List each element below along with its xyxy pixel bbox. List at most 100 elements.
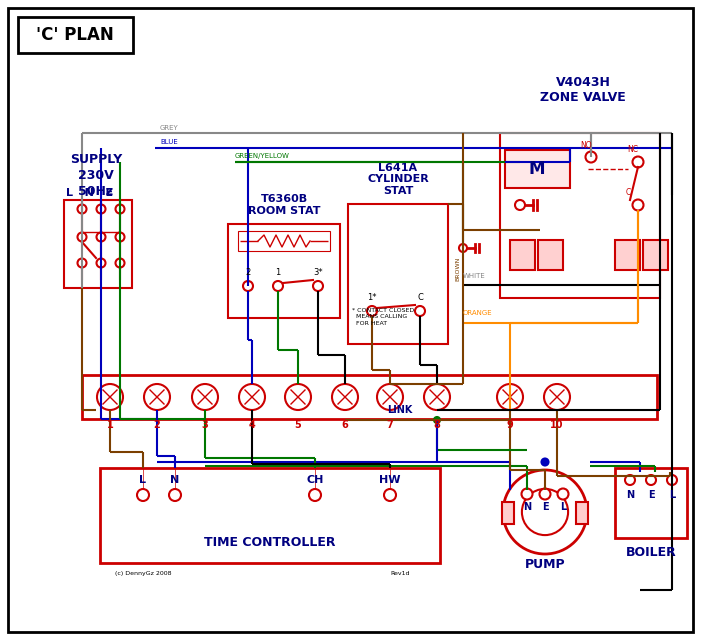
Text: WHITE: WHITE [463,273,486,279]
Circle shape [434,417,440,423]
Text: 5: 5 [295,420,301,430]
Text: E: E [542,502,548,512]
Text: L641A
CYLINDER
STAT: L641A CYLINDER STAT [367,163,429,196]
Text: GREY: GREY [160,125,179,131]
Circle shape [633,156,644,167]
Circle shape [77,233,86,242]
Bar [500,133,660,298]
Text: 3: 3 [201,420,208,430]
Circle shape [243,281,253,291]
Circle shape [377,384,403,410]
Circle shape [633,199,644,210]
Text: 7: 7 [387,420,393,430]
Text: BLUE: BLUE [160,139,178,145]
Circle shape [424,384,450,410]
Text: LINK: LINK [388,405,413,415]
Circle shape [285,384,311,410]
Bar [82,375,657,419]
Circle shape [96,204,105,213]
Text: PUMP: PUMP [524,558,565,572]
Text: GREEN/YELLOW: GREEN/YELLOW [235,153,290,159]
Circle shape [522,489,568,535]
Circle shape [459,244,467,252]
Text: 4: 4 [249,420,256,430]
Circle shape [503,470,587,554]
Text: C: C [417,293,423,302]
Bar [64,200,132,288]
Circle shape [667,475,677,485]
Text: 6: 6 [342,420,348,430]
Circle shape [522,488,533,499]
Text: 9: 9 [507,420,513,430]
Bar [643,240,668,270]
Text: Rev1d: Rev1d [390,571,409,576]
Text: E: E [648,490,654,500]
Bar [615,468,687,538]
Text: N: N [523,502,531,512]
Text: 10: 10 [550,420,564,430]
Text: V4043H
ZONE VALVE: V4043H ZONE VALVE [540,76,626,104]
Circle shape [77,258,86,267]
Text: M: M [529,160,545,178]
Circle shape [557,488,569,499]
Circle shape [309,489,321,501]
Text: BOILER: BOILER [625,545,676,558]
Text: C: C [626,188,631,197]
Circle shape [540,488,550,499]
Text: HW: HW [379,475,401,485]
Text: N: N [626,490,634,500]
Bar [18,17,133,53]
Text: N: N [171,475,180,485]
Text: 3*: 3* [313,268,323,277]
Circle shape [96,258,105,267]
Bar [615,240,640,270]
Text: L: L [140,475,147,485]
Circle shape [239,384,265,410]
Text: NO: NO [580,141,592,150]
Circle shape [367,306,377,316]
Bar [228,224,340,318]
Circle shape [137,489,149,501]
Circle shape [515,200,525,210]
Circle shape [313,281,323,291]
Text: BROWN: BROWN [455,256,460,281]
Text: 1: 1 [107,420,114,430]
Circle shape [625,475,635,485]
Bar [348,204,448,344]
Text: CH: CH [306,475,324,485]
Circle shape [585,151,597,163]
Text: NC: NC [627,145,638,154]
Circle shape [544,384,570,410]
Text: 2: 2 [246,268,251,277]
Circle shape [541,458,548,465]
Bar [505,150,570,188]
Bar [502,502,514,524]
Circle shape [169,489,181,501]
Text: TIME CONTROLLER: TIME CONTROLLER [204,537,336,549]
Text: 1: 1 [275,268,281,277]
Bar [538,240,563,270]
Circle shape [192,384,218,410]
Circle shape [96,233,105,242]
Circle shape [116,258,124,267]
Text: 2: 2 [154,420,160,430]
Text: L   N   E: L N E [67,188,114,198]
Circle shape [273,281,283,291]
Circle shape [332,384,358,410]
Text: L: L [669,490,675,500]
Circle shape [144,384,170,410]
Text: (c) DennyGz 2008: (c) DennyGz 2008 [115,571,171,576]
Circle shape [497,384,523,410]
Circle shape [77,204,86,213]
Text: 1*: 1* [367,293,377,302]
Bar [510,240,535,270]
Circle shape [97,384,123,410]
Text: ORANGE: ORANGE [463,310,493,316]
Bar [100,468,440,563]
Bar [576,502,588,524]
Text: L: L [560,502,566,512]
Text: * CONTACT CLOSED
  MEANS CALLING
  FOR HEAT: * CONTACT CLOSED MEANS CALLING FOR HEAT [352,308,414,326]
Circle shape [116,204,124,213]
Circle shape [646,475,656,485]
Text: 'C' PLAN: 'C' PLAN [36,26,114,44]
